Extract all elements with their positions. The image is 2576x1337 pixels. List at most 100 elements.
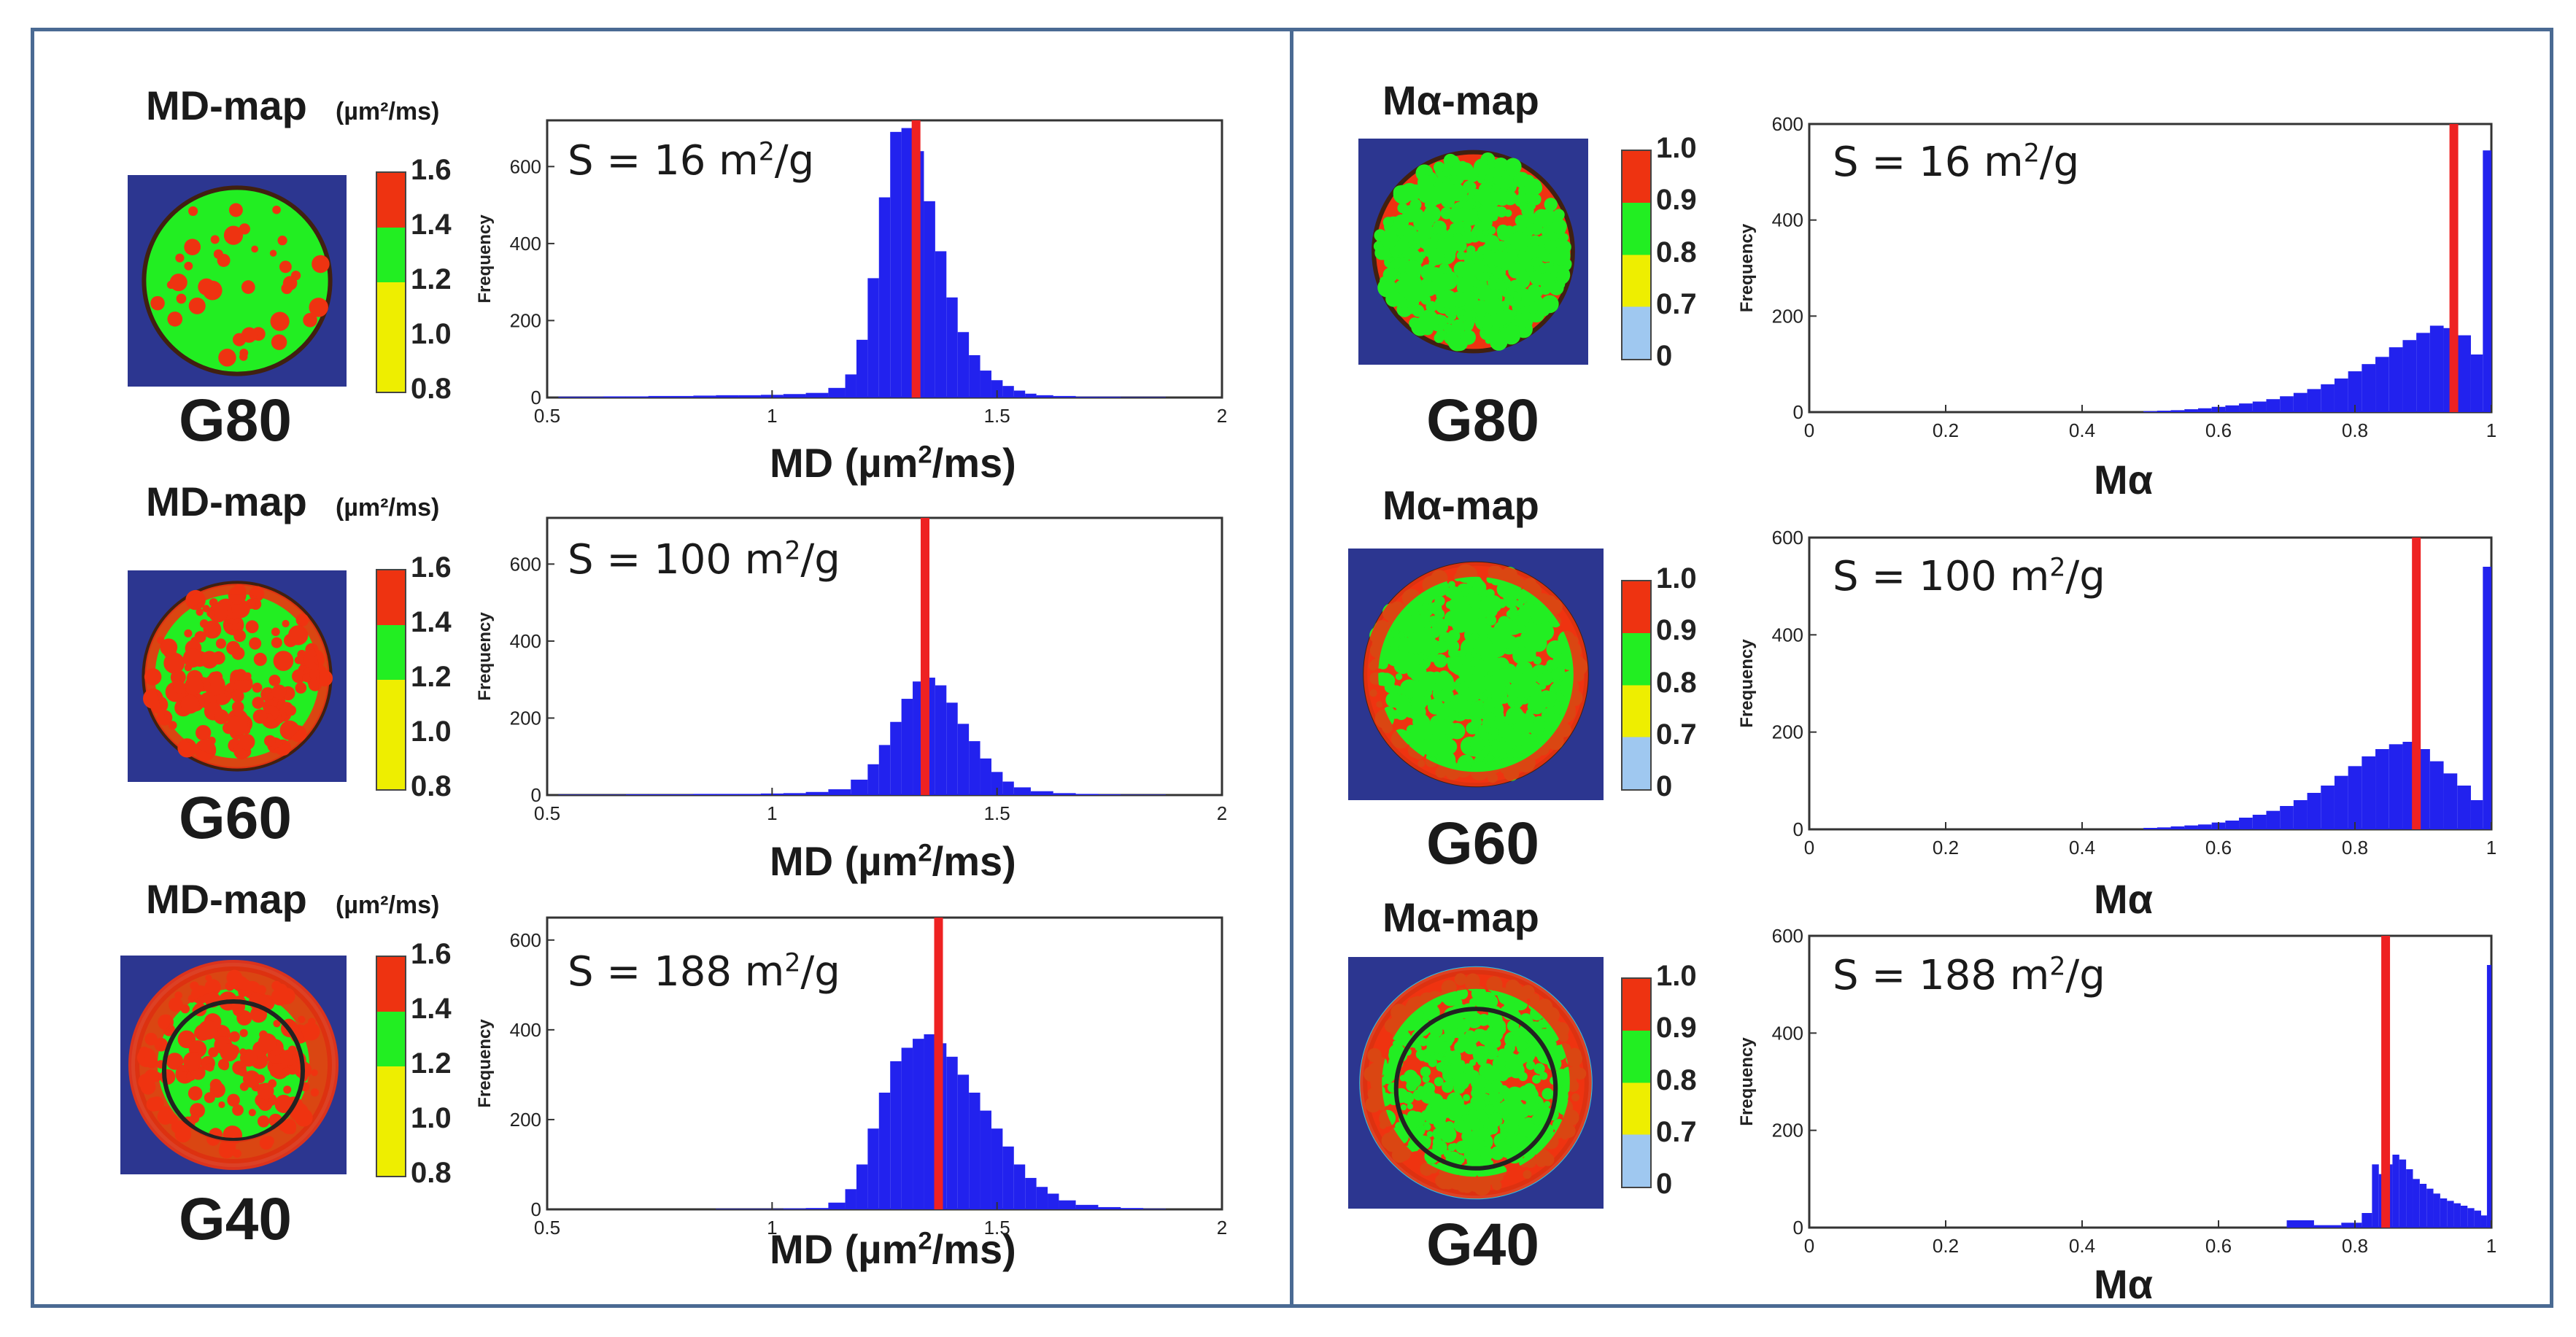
left-g40-ylabel: Frequency (475, 1019, 495, 1108)
right-g80-surface-area-label: S = 16 m2/g (1833, 139, 2080, 186)
right-g80-bar (2321, 384, 2335, 412)
left-g60-bar (1143, 794, 1166, 795)
right-g40-xtick-label: 0 (1804, 1235, 1814, 1257)
left-g60-bar (828, 789, 851, 795)
left-g60-bar (1030, 791, 1053, 795)
left-g60-bar (1013, 787, 1031, 795)
right-g40-xlabel: Mα (2094, 1261, 2154, 1307)
right-g80-bar (2416, 333, 2430, 412)
right-g80-bar (2362, 364, 2376, 412)
left-g80-bar (1075, 396, 1099, 398)
left-g80-bar (1098, 396, 1121, 398)
right-g60-bar (2239, 818, 2253, 829)
left-g40-bar (856, 1164, 868, 1209)
left-g40-surface-area-label: S = 188 m2/g (568, 948, 840, 996)
left-g80-colorbar-tick: 1.2 (411, 263, 452, 295)
left-g80-ytick-label: 400 (510, 233, 541, 255)
left-g80-bar (957, 332, 970, 398)
left-g40-colorbar-tick: 1.0 (411, 1102, 452, 1134)
left-g80-bar (828, 387, 846, 398)
left-g60-ytick-label: 200 (510, 707, 541, 729)
left-g80-bar (856, 339, 868, 398)
left-g40-bar (1002, 1146, 1014, 1209)
right-g40-colorbar-tick: 0 (1656, 1168, 1673, 1200)
left-g80-bar (716, 395, 739, 398)
right-g60-bar (2470, 800, 2483, 829)
right-g60-histogram: 0 0.2 0.4 0.6 0.8 1 0 200 400 600 Frequency (1737, 527, 2496, 859)
right-g60-colorbar (1621, 580, 1652, 791)
left-g80-bar (1121, 397, 1144, 398)
right-g40-bar (2447, 1201, 2454, 1228)
right-g80-bar (2348, 371, 2362, 412)
left-g40-colorbar-tick: 1.6 (411, 938, 452, 970)
right-g80-ytick-label: 400 (1772, 209, 1803, 231)
left-g60-bar (1121, 794, 1144, 795)
right-g60-bar (2362, 756, 2376, 829)
left-g40-bar (1036, 1187, 1048, 1209)
right-g40-bar (2362, 1213, 2372, 1228)
left-g40-bar (1013, 1164, 1026, 1209)
left-g60-ytick-label: 600 (510, 553, 541, 575)
left-g80-bar (625, 396, 649, 398)
left-g80-ytick-label: 0 (531, 387, 541, 408)
right-g40-colorbar-tick: 1.0 (1656, 960, 1697, 992)
left-g80-bar (1002, 386, 1014, 398)
left-g40-bar (913, 1039, 924, 1209)
right-g60-xtick-label: 0.4 (2069, 837, 2095, 859)
left-g80-xlabel: MD (µm2/ms) (770, 440, 1016, 486)
left-g60-bar (603, 794, 626, 795)
left-g80-colorbar-tick: 1.0 (411, 318, 452, 350)
right-g40-bar (2313, 1225, 2342, 1228)
left-g60-sample-label: G60 (179, 785, 292, 851)
right-g60-xtick-label: 0 (1804, 837, 1814, 859)
right-g40-ytick-label: 600 (1772, 925, 1803, 947)
left-g60-bar (1002, 781, 1014, 795)
left-g40-xlabel: MD (µm2/ms) (770, 1226, 1016, 1272)
left-g80-colorbar-tick: 1.6 (411, 154, 452, 186)
left-g40-bar (1048, 1193, 1059, 1209)
left-g60-md-map (128, 570, 347, 782)
left-g40-bar (805, 1208, 829, 1209)
left-g60-bar (969, 741, 980, 795)
right-g40-bar (2467, 1208, 2475, 1228)
right-g80-bar (2402, 340, 2417, 412)
left-g40-bar (980, 1110, 991, 1209)
left-g40-xtick-label: 1 (767, 1217, 777, 1239)
right-g80-bar (2470, 354, 2483, 412)
right-panel-frame (1290, 28, 2553, 1308)
right-g40-colorbar-tick: 0.9 (1656, 1012, 1697, 1045)
right-g80-bar (2239, 403, 2253, 412)
right-g80-xtick-label: 0.8 (2342, 419, 2368, 441)
right-g40-bar (2433, 1193, 2440, 1228)
right-g60-sample-label: G60 (1426, 810, 1539, 877)
right-g60-xlabel: Mα (2094, 876, 2154, 922)
left-g40-colorbar-tick: 1.2 (411, 1047, 452, 1080)
right-g40-bar (2426, 1188, 2434, 1228)
left-g80-md-map (128, 175, 347, 387)
right-g60-bar (2375, 749, 2389, 829)
right-g40-surface-area-label: S = 188 m2/g (1833, 952, 2105, 999)
left-g60-bar (991, 772, 1003, 795)
right-g60-bar (2225, 821, 2240, 829)
left-g60-bar (946, 702, 958, 795)
left-g80-colorbar (376, 171, 406, 393)
right-g40-bar (2399, 1159, 2407, 1228)
right-g60-ylabel: Frequency (1737, 639, 1757, 728)
left-g80-bar (648, 395, 671, 398)
left-g80-xtick-label: 0.5 (534, 405, 560, 427)
right-g80-xtick-label: 0.4 (2069, 419, 2095, 441)
right-g40-bar (2341, 1222, 2362, 1228)
left-g80-bar (946, 297, 958, 398)
right-g80-bar (2157, 411, 2171, 412)
right-g40-bar (2453, 1203, 2461, 1228)
left-g80-bar (935, 251, 947, 398)
left-g40-xtick-label: 1.5 (984, 1217, 1010, 1239)
right-g40-bar (2474, 1210, 2481, 1228)
left-g60-bar (1053, 793, 1076, 795)
right-g40-malpha-map (1348, 957, 1604, 1209)
left-g40-bar (878, 1093, 891, 1209)
left-g80-bar (603, 396, 626, 398)
right-g60-colorbar-tick: 0 (1656, 770, 1673, 802)
right-g40-colorbar-tick: 0.7 (1656, 1115, 1697, 1148)
left-g40-bar (991, 1128, 1003, 1209)
